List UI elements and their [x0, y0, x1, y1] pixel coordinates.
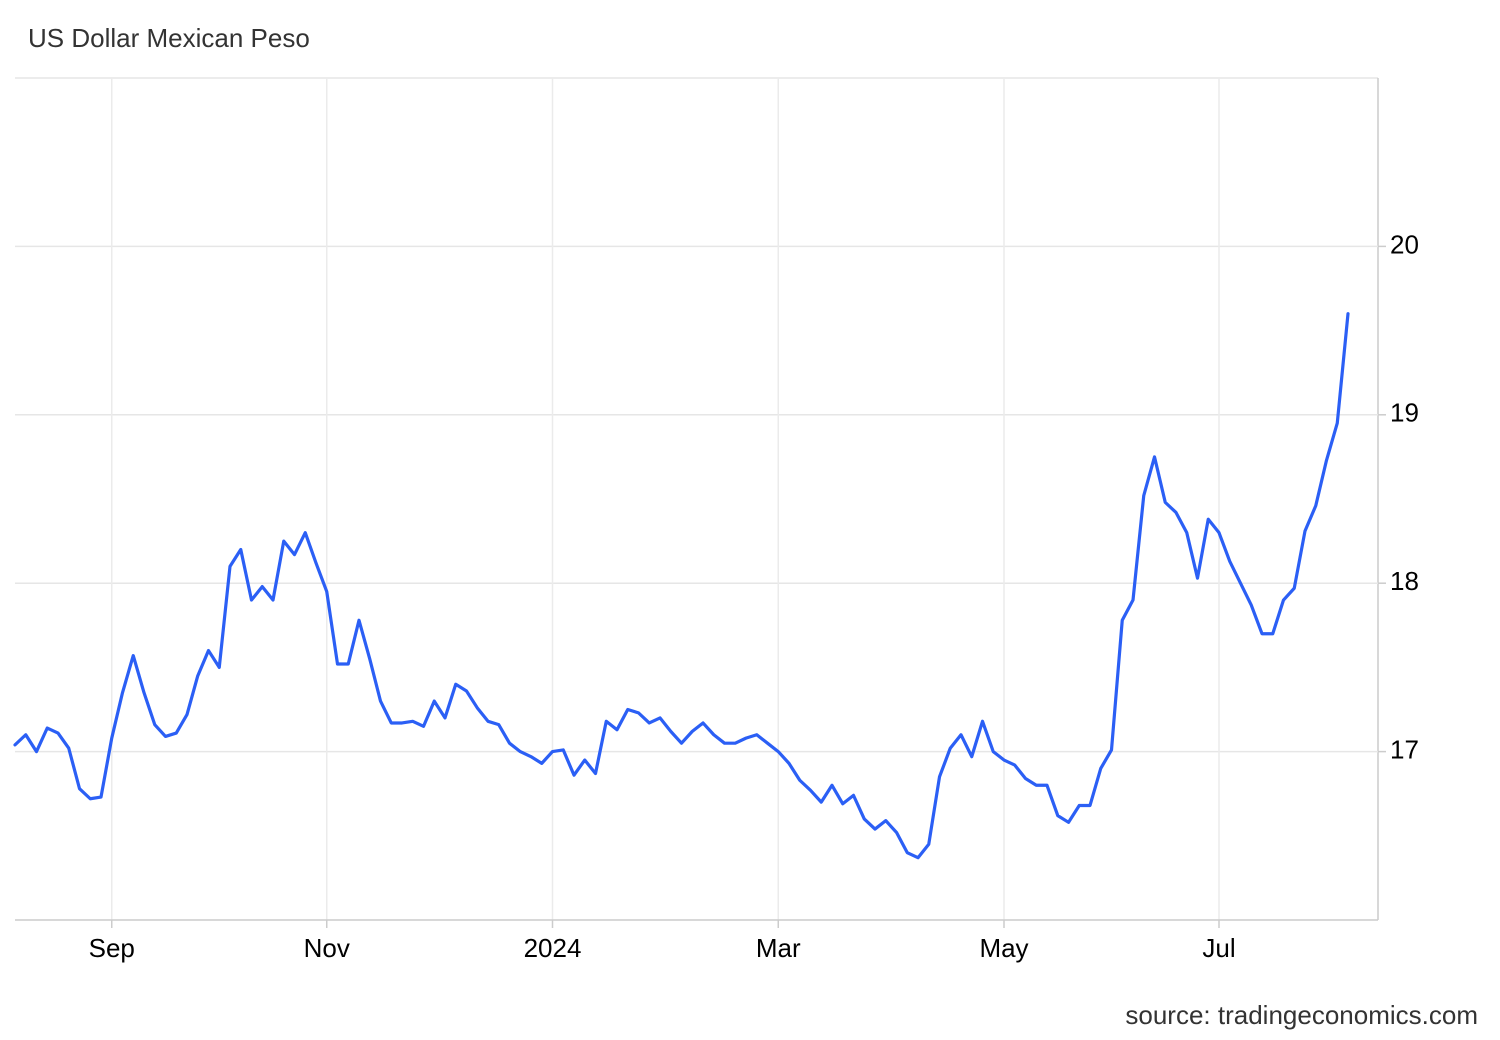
x-tick-label: May	[979, 933, 1028, 963]
y-tick-label: 19	[1390, 398, 1419, 428]
y-tick-label: 20	[1390, 229, 1419, 259]
x-tick-label: Jul	[1202, 933, 1235, 963]
x-tick-label: Nov	[304, 933, 350, 963]
y-tick-label: 17	[1390, 734, 1419, 764]
data-line	[13, 312, 1350, 860]
x-tick-label: Mar	[756, 933, 801, 963]
x-tick-label: Sep	[89, 933, 135, 963]
y-tick-label: 18	[1390, 566, 1419, 596]
chart-title: US Dollar Mexican Peso	[28, 23, 310, 53]
x-tick-label: 2024	[524, 933, 582, 963]
source-note: source: tradingeconomics.com	[1125, 1000, 1478, 1030]
